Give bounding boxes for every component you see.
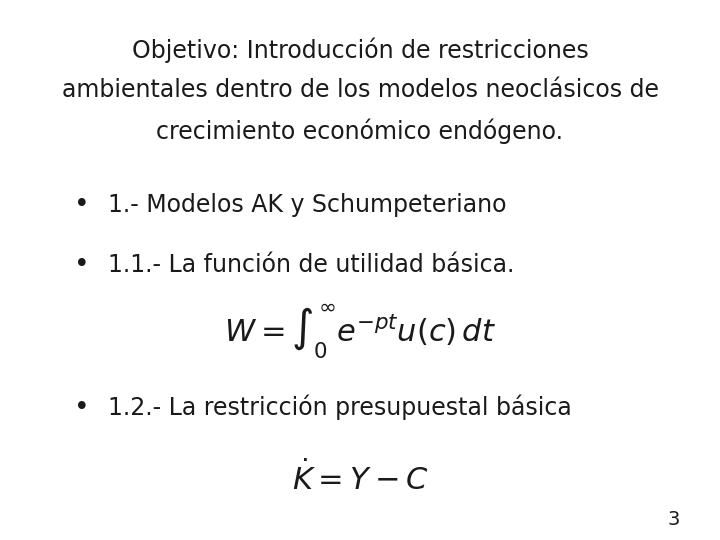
Text: 1.1.- La función de utilidad básica.: 1.1.- La función de utilidad básica. [108, 253, 514, 276]
Text: Objetivo: Introducción de restricciones: Objetivo: Introducción de restricciones [132, 38, 588, 63]
Text: •: • [74, 192, 89, 218]
Text: 3: 3 [667, 510, 680, 529]
Text: •: • [74, 252, 89, 278]
Text: 1.2.- La restricción presupuestal básica: 1.2.- La restricción presupuestal básica [108, 395, 572, 421]
Text: 1.- Modelos AK y Schumpeteriano: 1.- Modelos AK y Schumpeteriano [108, 193, 507, 217]
Text: ambientales dentro de los modelos neoclásicos de: ambientales dentro de los modelos neoclá… [61, 78, 659, 102]
Text: crecimiento económico endógeno.: crecimiento económico endógeno. [156, 119, 564, 144]
Text: $\dot{K} = Y - C$: $\dot{K} = Y - C$ [292, 460, 428, 496]
Text: •: • [74, 395, 89, 421]
Text: $W = \int_0^{\infty} e^{-pt} u(c)\,dt$: $W = \int_0^{\infty} e^{-pt} u(c)\,dt$ [224, 303, 496, 361]
